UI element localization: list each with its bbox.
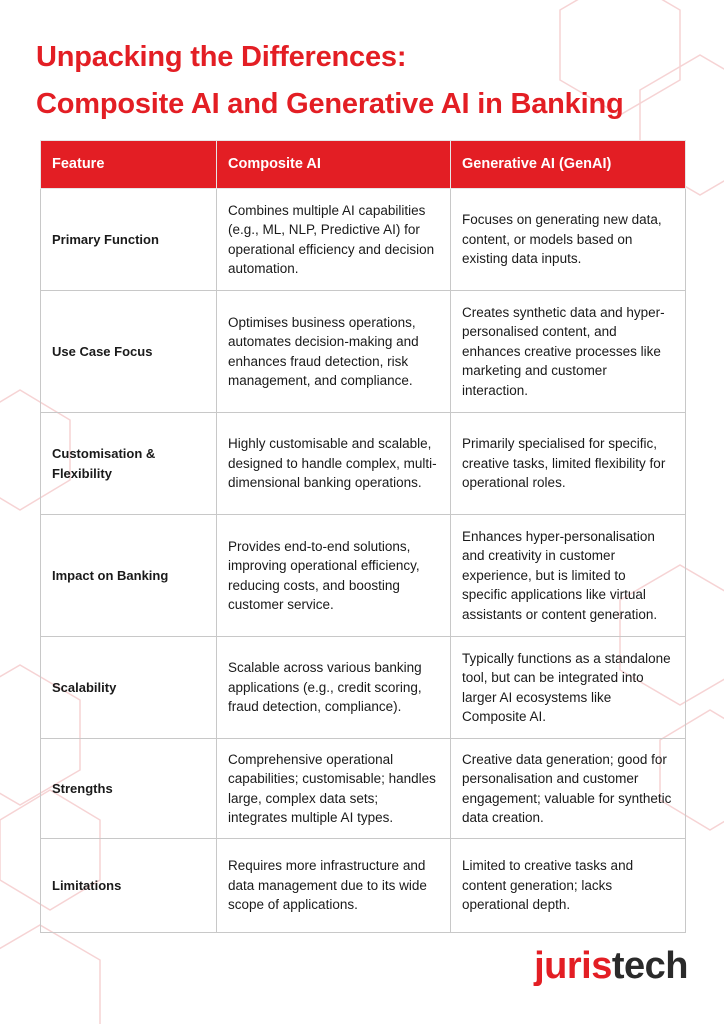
table-row: Primary Function Combines multiple AI cap… — [40, 188, 686, 291]
title-line: Unpacking the Differences: — [36, 41, 407, 73]
table-cell: Provides end-to-end solutions, improving… — [216, 514, 451, 637]
feature-cell: Scalability — [40, 636, 217, 739]
table-cell: Creates synthetic data and hyper-persona… — [450, 290, 686, 413]
logo: juristech — [534, 945, 688, 988]
logo-part: tech — [611, 945, 689, 987]
table-cell: Highly customisable and scalable, design… — [216, 412, 451, 515]
table-row: Scalability Scalable across various banki… — [40, 636, 686, 739]
feature-cell: Limitations — [40, 838, 217, 933]
feature-cell: Impact on Banking — [40, 514, 217, 637]
column-header: Generative AI (GenAI) — [450, 140, 686, 189]
table-cell: Scalable across various banking applicat… — [216, 636, 451, 739]
title-line: Composite AI and Generative AI in Bankin… — [36, 88, 624, 120]
title: Unpacking the Differences: Composite AI … — [36, 34, 624, 128]
feature-cell: Customisation & Flexibility — [40, 412, 217, 515]
column-header: Composite AI — [216, 140, 451, 189]
column-header: Feature — [40, 140, 217, 189]
table-row: Strengths Comprehensive operational capab… — [40, 738, 686, 839]
table-cell: Enhances hyper-personalisation and creat… — [450, 514, 686, 637]
feature-cell: Strengths — [40, 738, 217, 839]
table-cell: Requires more infrastructure and data ma… — [216, 838, 451, 933]
feature-cell: Primary Function — [40, 188, 217, 291]
table-cell: Comprehensive operational capabilities; … — [216, 738, 451, 839]
table-cell: Combines multiple AI capabilities (e.g.,… — [216, 188, 451, 291]
table-cell: Optimises business operations, automates… — [216, 290, 451, 413]
table-row: Use Case Focus Optimises business operati… — [40, 290, 686, 413]
table-cell: Primarily specialised for specific, crea… — [450, 412, 686, 515]
table-cell: Typically functions as a standalone tool… — [450, 636, 686, 739]
table-row: Customisation & Flexibility Highly custom… — [40, 412, 686, 515]
table-cell: Creative data generation; good for perso… — [450, 738, 686, 839]
table-cell: Limited to creative tasks and content ge… — [450, 838, 686, 933]
table-body: Primary Function Combines multiple AI cap… — [40, 188, 686, 933]
table-cell: Focuses on generating new data, content,… — [450, 188, 686, 291]
logo-part: juris — [534, 945, 612, 987]
table-row: Limitations Requires more infrastructure … — [40, 838, 686, 933]
header-row: Feature Composite AI Generative AI (GenAI) — [40, 140, 686, 189]
feature-cell: Use Case Focus — [40, 290, 217, 413]
comparison-table: Feature Composite AI Generative AI (GenAI)… — [40, 140, 686, 933]
table-row: Impact on Banking Provides end-to-end sol… — [40, 514, 686, 637]
